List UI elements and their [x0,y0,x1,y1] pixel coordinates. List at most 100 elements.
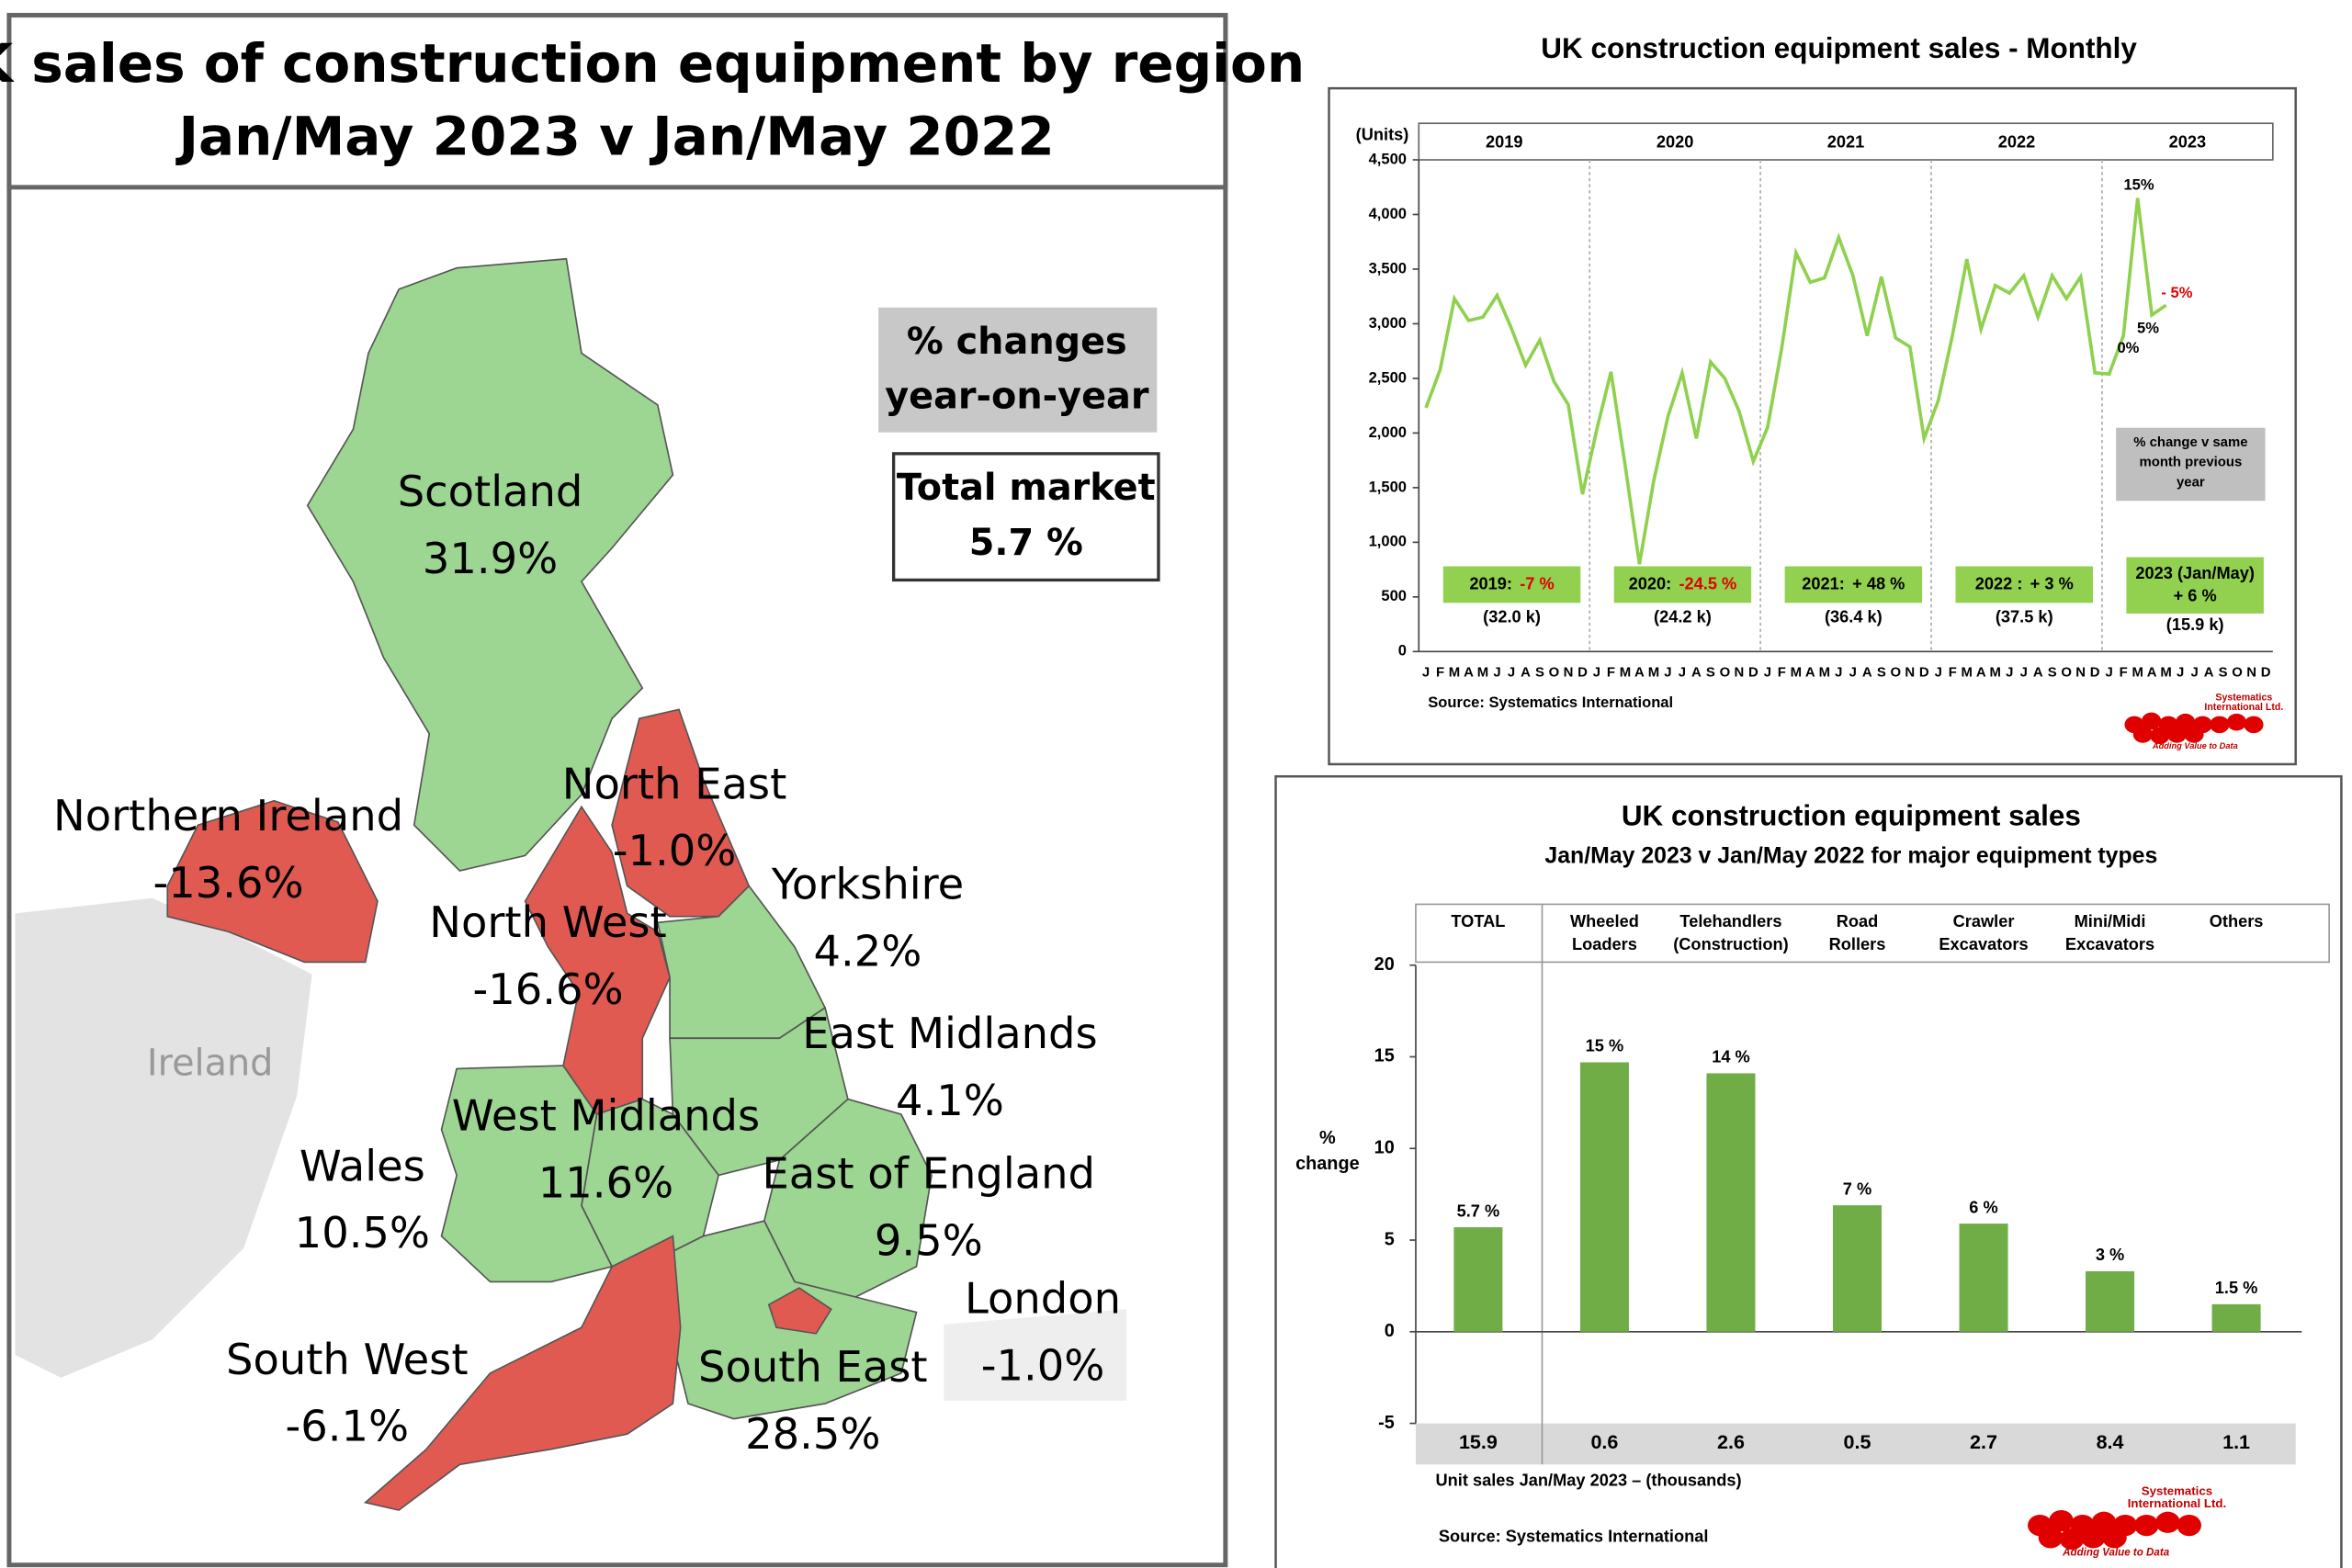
summary-box [1784,566,1923,604]
bar [2211,1303,2261,1332]
x-tick-label: J [2020,665,2028,680]
category-label: Road [1837,912,1879,931]
x-tick-label: N [2246,665,2256,680]
x-tick-label: A [2204,665,2214,680]
x-tick-label: M [2132,665,2143,680]
y-tick-label: 20 [1374,954,1395,975]
logo-text: International Ltd. [2204,702,2283,713]
source: Source: Systematics International [1428,694,1673,711]
x-tick-label: M [1819,665,1830,680]
y-tick-label: 1,000 [1369,533,1407,550]
x-tick-label: A [1862,665,1872,680]
x-tick-label: J [1422,665,1430,680]
y-tick-label: 4,500 [1369,150,1407,167]
summary-change: -24.5 % [1679,574,1736,592]
unit-sales: 2.7 [1970,1431,1997,1453]
unit-sales: 15.9 [1459,1431,1498,1453]
region-name: North East [562,759,786,808]
region-value: -1.0% [981,1340,1105,1390]
summary-total: (37.5 k) [1996,608,2053,626]
unit-sales-label: Unit sales Jan/May 2023 – (thousands) [1436,1471,1742,1489]
value-label: 15 % [1586,1037,1624,1055]
year-label: 2022 [1998,133,2036,152]
region-value: -16.6% [472,964,623,1014]
region-shape [440,1065,614,1283]
x-tick-label: A [2033,665,2043,680]
logo-tagline: Adding Value to Data [2062,1547,2170,1558]
x-tick-label: J [1679,665,1686,680]
region-name: South West [226,1335,469,1384]
x-tick-label: M [1449,665,1460,680]
region-shape [166,799,379,964]
annotation: 5% [2137,319,2159,336]
logo-text: Systematics [2142,1484,2212,1498]
x-tick-label: M [1620,665,1631,680]
category-label: TOTAL [1451,912,1505,931]
category-label: (Construction) [1673,935,1788,953]
summary-change: + 48 % [1852,574,1905,592]
x-tick-label: J [1593,665,1600,680]
summary-text: 2022 : + 3 % [1975,574,2074,592]
europe-shape [944,1309,1127,1401]
summary-box [1442,566,1581,604]
y-tick-label: -5 [1378,1413,1395,1433]
summary-text: 2023 (Jan/May) + 6 % [2135,564,2255,605]
chart-subtitle: Jan/May 2023 v Jan/May 2022 for major eq… [1544,844,2157,869]
map-shapes [15,257,1127,1511]
x-tick-label: M [1791,665,1802,680]
unit-row [1415,1423,2296,1465]
region-name: Northern Ireland [53,791,403,840]
category-header [1415,903,2330,964]
logo-dot [2091,1511,2117,1533]
x-tick-label: F [1607,665,1615,680]
y-tick-label: 3,500 [1369,259,1407,276]
logo-dot [2102,1527,2127,1549]
note-text: year [2177,475,2205,490]
year-label: 2023 [2169,133,2207,152]
x-tick-label: J [1764,665,1771,680]
region-name: East of England [763,1149,1095,1199]
y-tick-label: 5 [1385,1229,1395,1249]
chart-title: UK construction equipment sales [1622,799,2081,831]
value-label: 3 % [2096,1246,2124,1264]
y-tick-label: 0 [1398,642,1407,660]
x-tick-label: D [2261,665,2271,680]
category-label: Excavators [2065,935,2154,953]
logo-dot [2177,1514,2201,1537]
value-label: 5.7 % [1457,1201,1500,1220]
chart-title: UK construction equipment sales - Monthl… [1541,32,2137,64]
x-tick-label: J [2006,665,2013,680]
x-tick-label: A [1976,665,1986,680]
logo-tagline: Adding Value to Data [2152,741,2238,750]
x-tick-label: J [1508,665,1515,680]
x-tick-label: A [1805,665,1815,680]
legend-box [878,307,1158,433]
y-axis-label: change [1295,1154,1360,1174]
y-axis-label: (Units) [1356,125,1409,143]
year-label: 2021 [1827,133,1865,152]
total-text: 5.7 % [969,522,1083,564]
bar [1579,1062,1629,1332]
region-value: 9.5% [875,1215,983,1265]
region-shape [524,805,671,1116]
region-name: South East [698,1342,928,1392]
summary-box [1955,566,2093,604]
region-value: 10.5% [295,1208,430,1258]
logo-dot [2176,713,2196,731]
summary-change: + 3 % [2030,574,2074,592]
unit-sales: 0.5 [1844,1431,1871,1453]
note-text: % change v same [2133,435,2247,450]
region-name: Wales [300,1141,425,1190]
legend-text: year-on-year [885,376,1149,418]
logo-dot [2166,726,2188,743]
x-tick-label: N [1564,665,1574,680]
x-tick-label: A [2147,665,2157,680]
logo-dot [2134,1514,2159,1537]
x-tick-label: S [2048,665,2057,680]
total-box [891,452,1160,582]
year-label: 2020 [1657,133,1694,152]
x-tick-label: M [1477,665,1488,680]
x-tick-label: A [1464,665,1474,680]
region-value: 11.6% [538,1158,673,1208]
